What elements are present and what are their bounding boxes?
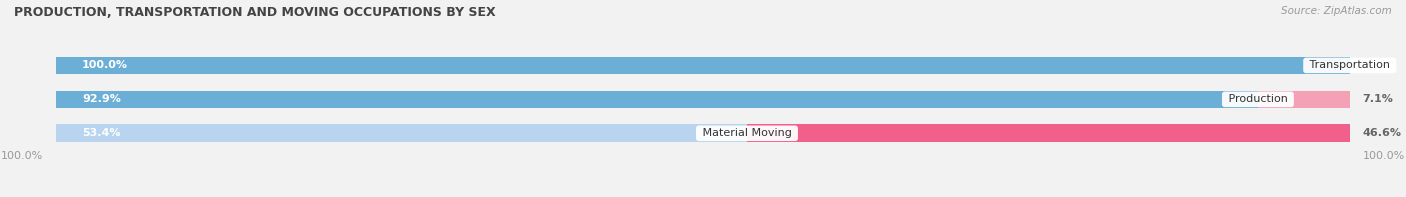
Bar — [56, 91, 1350, 108]
Bar — [747, 125, 1350, 142]
Text: 100.0%: 100.0% — [1, 151, 44, 161]
Bar — [56, 57, 1350, 74]
Text: PRODUCTION, TRANSPORTATION AND MOVING OCCUPATIONS BY SEX: PRODUCTION, TRANSPORTATION AND MOVING OC… — [14, 6, 496, 19]
Bar — [56, 125, 1350, 142]
Text: Production: Production — [1225, 94, 1291, 104]
Bar — [56, 125, 747, 142]
Text: 53.4%: 53.4% — [82, 128, 121, 138]
Text: 7.1%: 7.1% — [1362, 94, 1393, 104]
Text: 92.9%: 92.9% — [82, 94, 121, 104]
Text: Transportation: Transportation — [1306, 60, 1393, 70]
Text: Material Moving: Material Moving — [699, 128, 796, 138]
Bar — [56, 91, 1258, 108]
Text: 46.6%: 46.6% — [1362, 128, 1402, 138]
Text: 100.0%: 100.0% — [1362, 151, 1405, 161]
Text: Source: ZipAtlas.com: Source: ZipAtlas.com — [1281, 6, 1392, 16]
Text: 100.0%: 100.0% — [82, 60, 128, 70]
Bar — [56, 57, 1350, 74]
Bar — [1258, 91, 1350, 108]
Legend: Male, Female: Male, Female — [644, 194, 762, 197]
